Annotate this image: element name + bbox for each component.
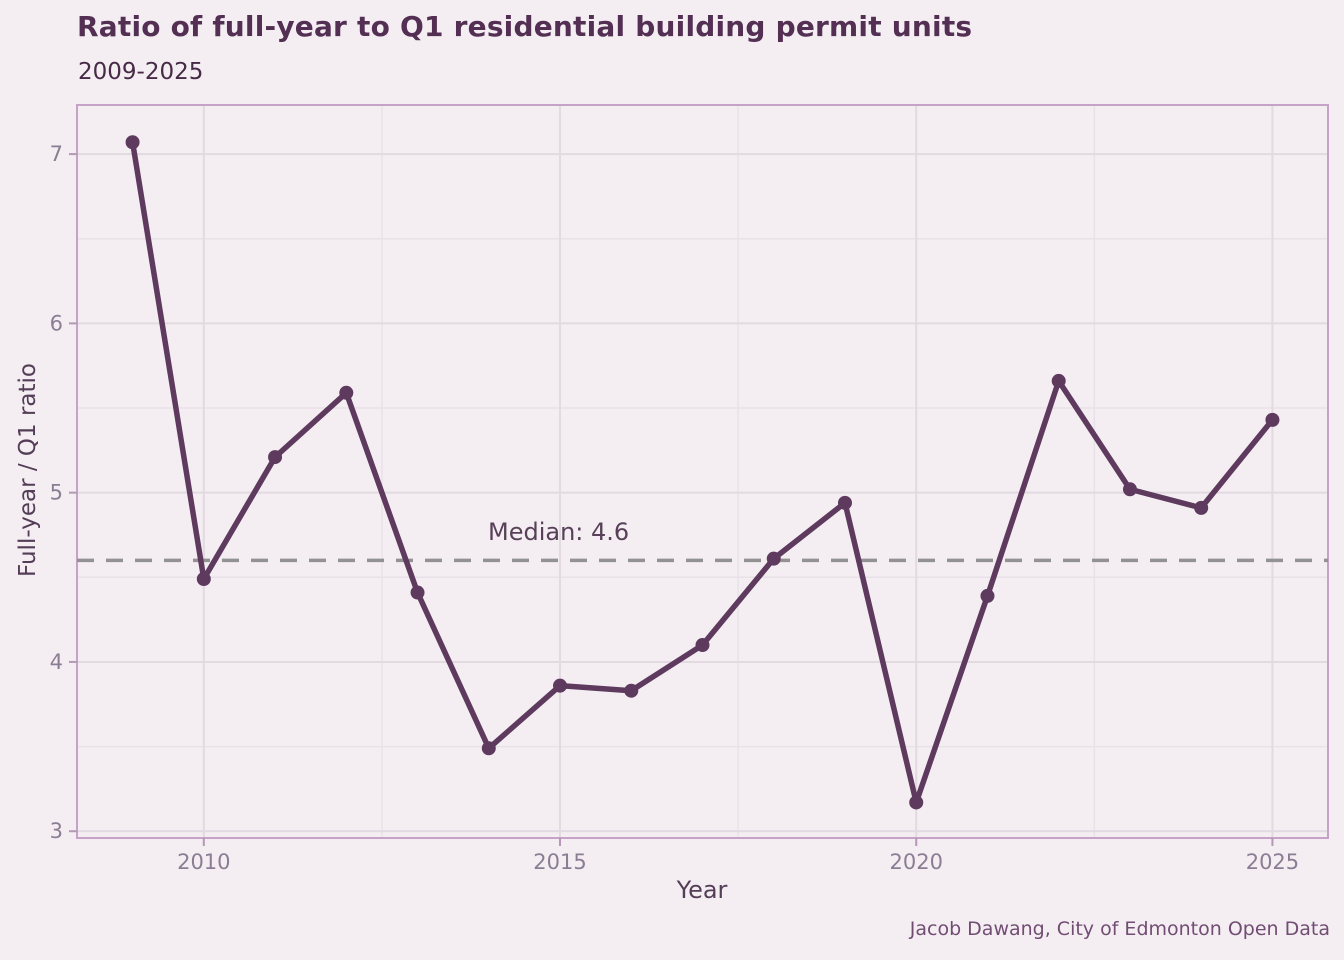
data-point bbox=[481, 741, 496, 756]
data-point bbox=[695, 638, 710, 653]
y-tick-label: 4 bbox=[50, 650, 63, 674]
y-tick-label: 7 bbox=[50, 142, 63, 166]
caption: Jacob Dawang, City of Edmonton Open Data bbox=[909, 918, 1330, 940]
data-point bbox=[837, 495, 852, 510]
y-tick-label: 3 bbox=[50, 819, 63, 843]
data-point bbox=[339, 385, 354, 400]
data-point bbox=[125, 135, 140, 150]
data-point bbox=[1194, 500, 1209, 515]
data-point bbox=[1051, 373, 1066, 388]
data-point bbox=[1265, 412, 1280, 427]
data-point bbox=[553, 678, 568, 693]
chart-title: Ratio of full-year to Q1 residential bui… bbox=[77, 10, 973, 43]
data-point bbox=[766, 551, 781, 566]
x-tick-label: 2025 bbox=[1246, 850, 1299, 874]
data-point bbox=[1122, 482, 1137, 497]
x-tick-label: 2010 bbox=[177, 850, 230, 874]
x-tick-label: 2020 bbox=[889, 850, 942, 874]
data-line bbox=[129, 139, 1276, 806]
y-tick-label: 5 bbox=[50, 481, 63, 505]
data-point bbox=[980, 588, 995, 603]
y-axis-title: Full-year / Q1 ratio bbox=[15, 363, 41, 577]
chart-subtitle: 2009-2025 bbox=[78, 59, 204, 85]
data-point bbox=[410, 585, 425, 600]
x-axis-title: Year bbox=[676, 876, 728, 904]
data-point bbox=[268, 450, 283, 465]
panel-border bbox=[76, 104, 1329, 839]
data-point bbox=[909, 795, 924, 810]
data-point bbox=[624, 683, 639, 698]
data-point bbox=[196, 571, 211, 586]
median-annotation: Median: 4.6 bbox=[488, 518, 630, 546]
y-tick-label: 6 bbox=[50, 311, 63, 335]
x-tick-label: 2015 bbox=[533, 850, 586, 874]
